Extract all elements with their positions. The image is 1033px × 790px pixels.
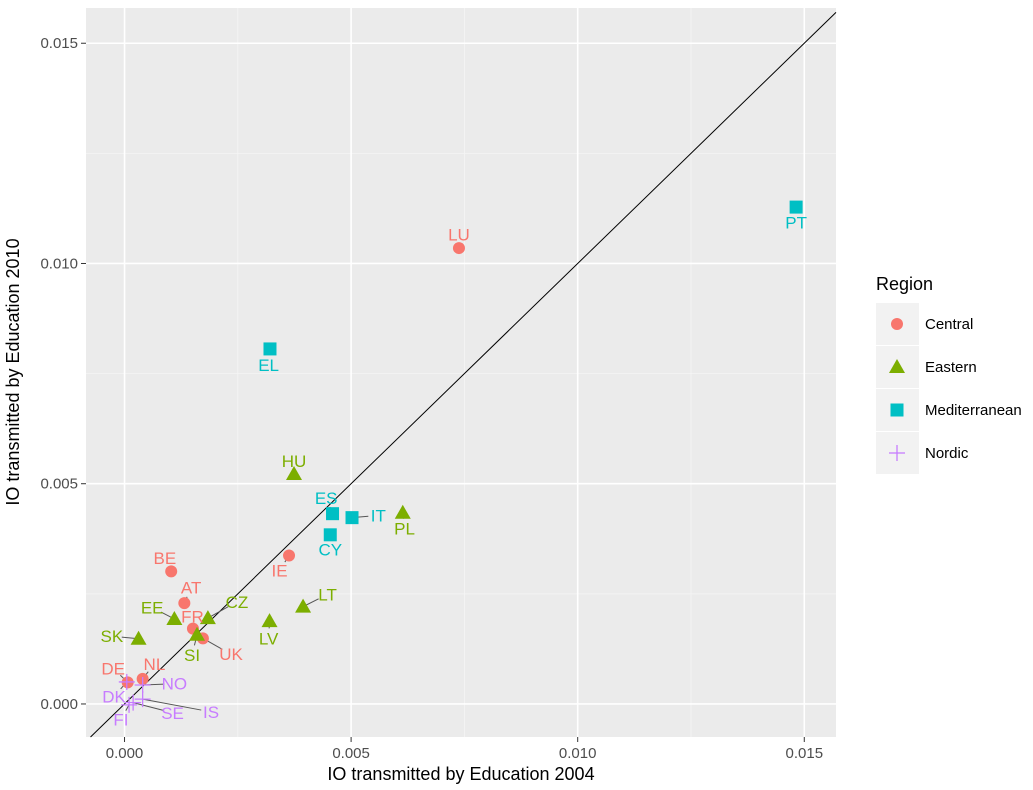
label-el: EL — [258, 356, 279, 375]
point-be — [165, 565, 178, 578]
label-cy: CY — [318, 540, 342, 559]
point-ee — [166, 610, 183, 625]
point-es — [326, 507, 340, 521]
label-ee: EE — [141, 598, 164, 617]
point-ie — [283, 549, 296, 562]
label-se: SE — [161, 704, 184, 723]
label-no: NO — [162, 675, 188, 694]
y-tick-label: 0.015 — [40, 35, 78, 52]
legend-title: Region — [876, 274, 933, 294]
label-hu: HU — [282, 452, 307, 471]
label-connector — [142, 698, 202, 711]
data-points — [118, 200, 803, 713]
point-lv — [261, 613, 278, 628]
legend-label-nordic: Nordic — [925, 445, 969, 462]
reference-line — [90, 12, 837, 738]
label-it: IT — [371, 506, 386, 525]
label-si: SI — [184, 646, 200, 665]
point-it — [345, 511, 359, 525]
point-at — [178, 597, 191, 610]
x-tick-label: 0.005 — [332, 745, 370, 762]
label-dk: DK — [102, 687, 126, 706]
point-sk — [130, 630, 147, 645]
y-tick-label: 0.000 — [40, 696, 78, 713]
point-pt — [789, 200, 803, 214]
label-lu: LU — [448, 225, 470, 244]
point-no — [134, 677, 151, 694]
label-be: BE — [154, 549, 177, 568]
y-tick-label: 0.005 — [40, 476, 78, 493]
legend-key-mediterranean — [890, 403, 904, 417]
legend-label-central: Central — [925, 316, 973, 333]
label-cz: CZ — [226, 593, 249, 612]
label-es: ES — [315, 489, 338, 508]
x-tick-label: 0.000 — [106, 745, 144, 762]
point-pl — [394, 504, 411, 519]
x-axis-ticks: 0.000 0.005 0.010 0.015 — [106, 737, 823, 762]
x-tick-label: 0.015 — [786, 745, 824, 762]
label-lt: LT — [318, 585, 337, 604]
label-is: IS — [203, 703, 219, 722]
point-is — [134, 691, 151, 708]
point-fi — [121, 696, 138, 713]
label-sk: SK — [100, 627, 123, 646]
point-cz — [199, 610, 216, 625]
legend-label-eastern: Eastern — [925, 359, 977, 376]
label-pl: PL — [394, 520, 415, 539]
label-nl: NL — [144, 655, 166, 674]
x-axis-title: IO transmitted by Education 2004 — [327, 764, 594, 784]
y-axis-ticks: 0.000 0.005 0.010 0.015 — [40, 35, 86, 713]
label-pt: PT — [785, 214, 807, 233]
label-connector — [133, 702, 163, 711]
label-lv: LV — [259, 629, 279, 648]
label-uk: UK — [219, 645, 243, 664]
point-hu — [286, 466, 303, 481]
y-axis-title: IO transmitted by Education 2010 — [3, 238, 23, 505]
label-fi: FI — [113, 710, 128, 729]
y-tick-label: 0.010 — [40, 255, 78, 272]
legend-key-eastern — [889, 359, 905, 373]
legend-label-mediterranean: Mediterranean — [925, 402, 1022, 419]
legend: Region Central Eastern Mediterranean Nordic — [876, 274, 1022, 474]
label-ie: IE — [271, 561, 287, 580]
label-de: DE — [101, 659, 125, 678]
point-lu — [452, 242, 465, 255]
label-at: AT — [181, 579, 201, 598]
legend-key-central — [891, 318, 903, 330]
point-dk — [118, 673, 135, 690]
point-si — [189, 626, 206, 641]
point-cy — [323, 528, 337, 542]
grid-lines — [86, 8, 836, 737]
x-tick-label: 0.010 — [559, 745, 597, 762]
point-se — [125, 694, 142, 711]
label-fr: FR — [181, 607, 204, 626]
legend-key-nordic — [889, 445, 905, 461]
point-el — [263, 342, 277, 356]
point-lt — [295, 598, 312, 613]
